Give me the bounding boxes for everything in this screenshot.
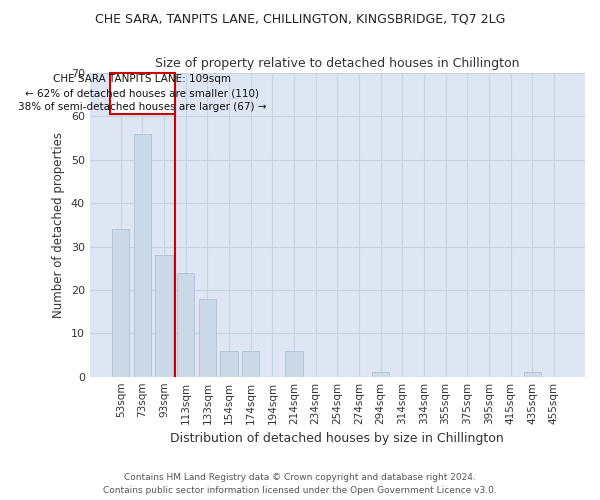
X-axis label: Distribution of detached houses by size in Chillington: Distribution of detached houses by size … <box>170 432 504 445</box>
Text: CHE SARA TANPITS LANE: 109sqm: CHE SARA TANPITS LANE: 109sqm <box>53 74 232 85</box>
Bar <box>112 229 130 376</box>
FancyBboxPatch shape <box>110 73 175 114</box>
Text: CHE SARA, TANPITS LANE, CHILLINGTON, KINGSBRIDGE, TQ7 2LG: CHE SARA, TANPITS LANE, CHILLINGTON, KIN… <box>95 12 505 26</box>
Bar <box>220 350 238 376</box>
Bar <box>134 134 151 376</box>
Text: Contains HM Land Registry data © Crown copyright and database right 2024.
Contai: Contains HM Land Registry data © Crown c… <box>103 474 497 495</box>
Bar <box>286 350 302 376</box>
Bar <box>199 298 216 376</box>
Bar <box>155 255 173 376</box>
Bar <box>242 350 259 376</box>
Title: Size of property relative to detached houses in Chillington: Size of property relative to detached ho… <box>155 58 520 70</box>
Bar <box>524 372 541 376</box>
Bar <box>372 372 389 376</box>
Text: ← 62% of detached houses are smaller (110): ← 62% of detached houses are smaller (11… <box>25 88 259 98</box>
Y-axis label: Number of detached properties: Number of detached properties <box>52 132 65 318</box>
Bar <box>177 272 194 376</box>
Text: 38% of semi-detached houses are larger (67) →: 38% of semi-detached houses are larger (… <box>18 102 267 112</box>
